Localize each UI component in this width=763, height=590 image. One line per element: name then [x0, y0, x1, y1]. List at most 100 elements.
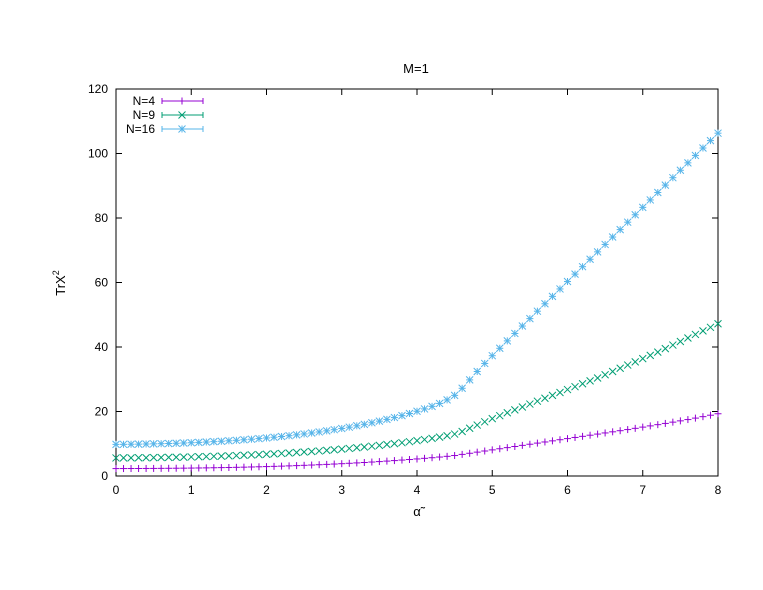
data-point [503, 408, 512, 417]
data-point [518, 322, 527, 330]
data-point [255, 450, 263, 459]
x-tick-label: 3 [338, 483, 345, 497]
data-point [691, 151, 700, 160]
data-point [142, 464, 150, 472]
data-point [308, 461, 316, 469]
data-point [225, 436, 233, 445]
data-point [616, 427, 624, 435]
data-point [428, 434, 436, 443]
data-point [225, 463, 233, 471]
data-point [360, 420, 369, 429]
data-marks [112, 129, 722, 473]
data-point [232, 463, 240, 471]
data-point [165, 464, 173, 472]
data-point [510, 406, 519, 414]
data-point [488, 414, 497, 423]
data-point [300, 448, 308, 456]
data-point [172, 464, 180, 472]
data-point [668, 173, 677, 182]
data-point [631, 357, 640, 366]
data-point [330, 425, 339, 434]
y-axis-label-base: TrX [53, 275, 68, 296]
data-point [676, 417, 684, 425]
data-point [609, 428, 617, 436]
data-point [631, 210, 640, 219]
data-point [586, 377, 594, 385]
data-point [684, 416, 692, 424]
data-point [262, 434, 271, 442]
data-point [119, 440, 128, 449]
data-point [473, 448, 481, 456]
data-point [164, 453, 173, 462]
data-point [654, 421, 662, 429]
data-point [691, 414, 699, 422]
data-point [699, 413, 707, 421]
data-point [293, 462, 301, 470]
data-point [179, 439, 188, 447]
data-point [345, 444, 354, 453]
data-point [579, 432, 587, 440]
data-point [488, 446, 496, 454]
data-point [180, 464, 188, 472]
data-point [194, 452, 203, 461]
data-point [413, 455, 421, 463]
data-point [676, 166, 685, 175]
data-point [623, 361, 632, 369]
data-point [443, 452, 451, 460]
data-point [706, 323, 715, 332]
data-point [714, 410, 722, 418]
data-point [616, 225, 625, 234]
data-point [390, 457, 398, 465]
data-point [541, 299, 549, 308]
data-point [564, 435, 571, 443]
x-tick-label: 6 [564, 483, 571, 497]
data-point [240, 435, 248, 444]
data-point [323, 460, 331, 468]
data-point [653, 188, 662, 197]
data-point [367, 418, 376, 427]
data-point [473, 421, 482, 429]
data-point [639, 423, 647, 431]
data-point [563, 385, 572, 394]
data-point [706, 136, 715, 145]
data-point [526, 314, 534, 323]
data-point [127, 465, 135, 473]
y-tick-label: 0 [101, 469, 108, 483]
data-point [556, 388, 564, 397]
data-point [240, 463, 248, 471]
data-point [285, 462, 293, 470]
data-point [608, 233, 617, 241]
data-point [526, 400, 534, 408]
data-point [247, 451, 256, 459]
data-point [451, 452, 459, 460]
data-point [563, 277, 572, 286]
data-point [421, 454, 429, 462]
data-point [556, 436, 564, 444]
data-point [338, 460, 346, 468]
plot-frame [115, 88, 719, 477]
y-axis-label: TrX2 [51, 270, 68, 295]
y-tick-label: 20 [95, 405, 109, 419]
data-point [330, 460, 338, 468]
data-point [608, 367, 617, 376]
data-point [638, 354, 647, 363]
data-point [157, 464, 165, 472]
data-point [428, 402, 436, 411]
data-point [458, 384, 467, 393]
data-point [270, 462, 278, 470]
data-point [367, 442, 376, 451]
data-point [541, 394, 549, 403]
data-point [398, 438, 406, 447]
data-point [435, 433, 444, 441]
data-point [511, 442, 519, 450]
data-point [360, 458, 368, 466]
x-tick-label: 5 [489, 483, 496, 497]
data-point [232, 451, 241, 460]
x-tick-label: 8 [715, 483, 722, 497]
data-point [375, 417, 384, 425]
data-point [496, 445, 504, 453]
data-point [503, 444, 511, 452]
data-point [270, 449, 278, 458]
series-N=16 [112, 129, 722, 449]
